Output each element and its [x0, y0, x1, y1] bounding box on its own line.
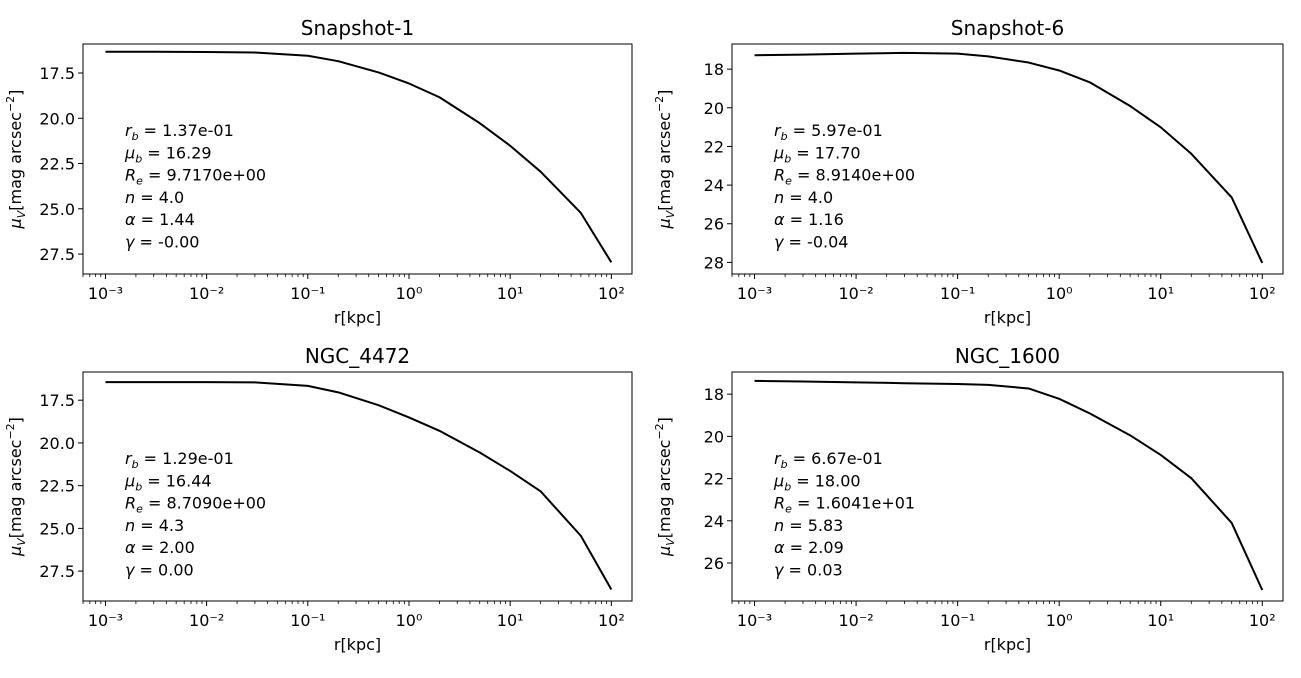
- fit-parameter-label: rb = 6.67e-01: [774, 449, 883, 471]
- y-axis-label: μV[mag arcsec−2]: [653, 90, 677, 230]
- x-tick-label: 10²: [598, 284, 625, 303]
- y-tick-label: 28: [704, 253, 724, 272]
- fit-parameter-label: γ = -0.00: [125, 233, 199, 252]
- y-tick-label: 22.5: [39, 155, 75, 174]
- y-tick-label: 17.5: [39, 64, 75, 83]
- x-tick-label: 10²: [1249, 611, 1276, 630]
- fit-parameter-label: μb = 17.70: [773, 143, 861, 165]
- y-tick-label: 25.0: [39, 200, 75, 219]
- chart-title: NGC_4472: [305, 344, 410, 368]
- y-tick-label: 20: [704, 99, 724, 118]
- x-tick-label: 10⁰: [1046, 284, 1073, 303]
- y-tick-label: 25.0: [39, 519, 75, 538]
- series-line: [105, 50, 613, 263]
- x-tick-label: 10⁻²: [838, 611, 873, 630]
- y-tick-label: 22.5: [39, 477, 75, 496]
- y-axis-label: μV[mag arcsec−2]: [653, 417, 677, 557]
- y-tick-label: 26: [704, 554, 724, 573]
- fit-parameter-label: γ = 0.03: [774, 561, 843, 580]
- x-tick-label: 10⁰: [1046, 611, 1073, 630]
- y-tick-label: 20.0: [39, 434, 75, 453]
- x-tick-label: 10¹: [497, 611, 524, 630]
- fit-parameter-label: α = 1.16: [774, 210, 844, 229]
- x-axis-label: r[kpc]: [984, 308, 1031, 327]
- chart-panel-2: Snapshot-6 10⁻³ 10⁻² 10⁻¹ 10⁰ 10¹ 10² 18 20 22 24 2…: [653, 16, 1284, 327]
- y-tick-label: 18: [704, 385, 724, 404]
- x-tick-label: 10¹: [1147, 284, 1174, 303]
- y-tick-label: 22: [704, 137, 724, 156]
- fit-parameter-label: n = 4.0: [774, 188, 833, 207]
- series-line: [105, 381, 613, 591]
- fit-parameter-label: rb = 1.29e-01: [125, 449, 234, 471]
- x-tick-label: 10⁻²: [838, 284, 873, 303]
- x-tick-label: 10⁻³: [737, 284, 772, 303]
- x-tick-label: 10⁻²: [189, 611, 224, 630]
- fit-parameter-label: n = 4.3: [125, 516, 184, 535]
- fit-parameter-label: n = 4.0: [125, 188, 184, 207]
- plot-frame: [82, 371, 633, 602]
- y-tick-label: 24: [704, 176, 724, 195]
- fit-parameter-label: Re = 9.7170e+00: [125, 166, 266, 188]
- fit-parameter-label: γ = -0.04: [774, 233, 848, 252]
- y-tick-label: 26: [704, 215, 724, 234]
- fit-parameter-label: μb = 16.44: [124, 471, 212, 493]
- x-tick-label: 10⁻¹: [290, 284, 325, 303]
- x-tick-label: 10⁻³: [88, 284, 123, 303]
- chart-panel-4: NGC_1600 10⁻³ 10⁻² 10⁻¹ 10⁰ 10¹ 10² 18 20 22 24 26 r…: [653, 344, 1284, 654]
- x-tick-label: 10⁻¹: [290, 611, 325, 630]
- fit-parameter-label: μb = 18.00: [773, 471, 861, 493]
- plot-frame: [731, 371, 1284, 602]
- y-axis-label: μV[mag arcsec−2]: [4, 90, 28, 230]
- fit-parameter-label: α = 1.44: [125, 210, 195, 229]
- x-tick-label: 10⁻³: [737, 611, 772, 630]
- y-tick-label: 27.5: [39, 245, 75, 264]
- x-tick-label: 10⁻³: [88, 611, 123, 630]
- y-axis-label: μV[mag arcsec−2]: [4, 417, 28, 557]
- fit-parameter-label: rb = 1.37e-01: [125, 121, 234, 143]
- x-tick-label: 10²: [598, 611, 625, 630]
- x-tick-label: 10¹: [497, 284, 524, 303]
- x-tick-label: 10⁻²: [189, 284, 224, 303]
- fit-parameter-label: α = 2.09: [774, 538, 844, 557]
- chart-panel-1: Snapshot-1 10⁻³ 10⁻² 10⁻¹ 10⁰ 10¹ 10² 17.5 20.0 2…: [4, 16, 633, 327]
- plot-frame: [82, 43, 633, 275]
- fit-parameter-label: rb = 5.97e-01: [774, 121, 883, 143]
- fit-parameter-label: Re = 8.9140e+00: [774, 166, 915, 188]
- x-tick-label: 10⁻¹: [940, 611, 975, 630]
- x-tick-label: 10⁰: [396, 611, 423, 630]
- series-line: [754, 51, 1264, 264]
- fit-parameter-label: μb = 16.29: [124, 143, 212, 165]
- plot-frame: [731, 43, 1284, 275]
- series-line: [754, 379, 1264, 591]
- x-tick-label: 10¹: [1147, 611, 1174, 630]
- y-tick-label: 20.0: [39, 109, 75, 128]
- y-tick-label: 22: [704, 470, 724, 489]
- fit-parameter-label: Re = 1.6041e+01: [774, 494, 915, 516]
- y-tick-label: 24: [704, 512, 724, 531]
- x-axis-label: r[kpc]: [334, 308, 381, 327]
- x-axis-label: r[kpc]: [334, 635, 381, 654]
- chart-panel-3: NGC_4472 10⁻³ 10⁻² 10⁻¹ 10⁰ 10¹ 10² 17.5 20.0 22.…: [4, 344, 633, 654]
- x-tick-label: 10⁻¹: [940, 284, 975, 303]
- x-tick-label: 10²: [1249, 284, 1276, 303]
- fit-parameter-label: γ = 0.00: [125, 561, 194, 580]
- fit-parameter-label: Re = 8.7090e+00: [125, 494, 266, 516]
- y-tick-label: 18: [704, 60, 724, 79]
- fit-parameter-label: n = 5.83: [774, 516, 843, 535]
- x-axis-label: r[kpc]: [984, 635, 1031, 654]
- fit-parameter-label: α = 2.00: [125, 538, 195, 557]
- y-tick-label: 27.5: [39, 562, 75, 581]
- y-tick-label: 20: [704, 427, 724, 446]
- y-tick-label: 17.5: [39, 391, 75, 410]
- chart-title: Snapshot-1: [301, 16, 414, 40]
- chart-title: NGC_1600: [955, 344, 1060, 368]
- chart-title: Snapshot-6: [951, 16, 1064, 40]
- x-tick-label: 10⁰: [396, 284, 423, 303]
